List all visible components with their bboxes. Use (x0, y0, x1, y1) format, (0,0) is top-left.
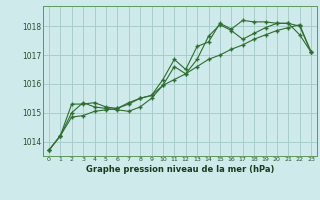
X-axis label: Graphe pression niveau de la mer (hPa): Graphe pression niveau de la mer (hPa) (86, 165, 274, 174)
